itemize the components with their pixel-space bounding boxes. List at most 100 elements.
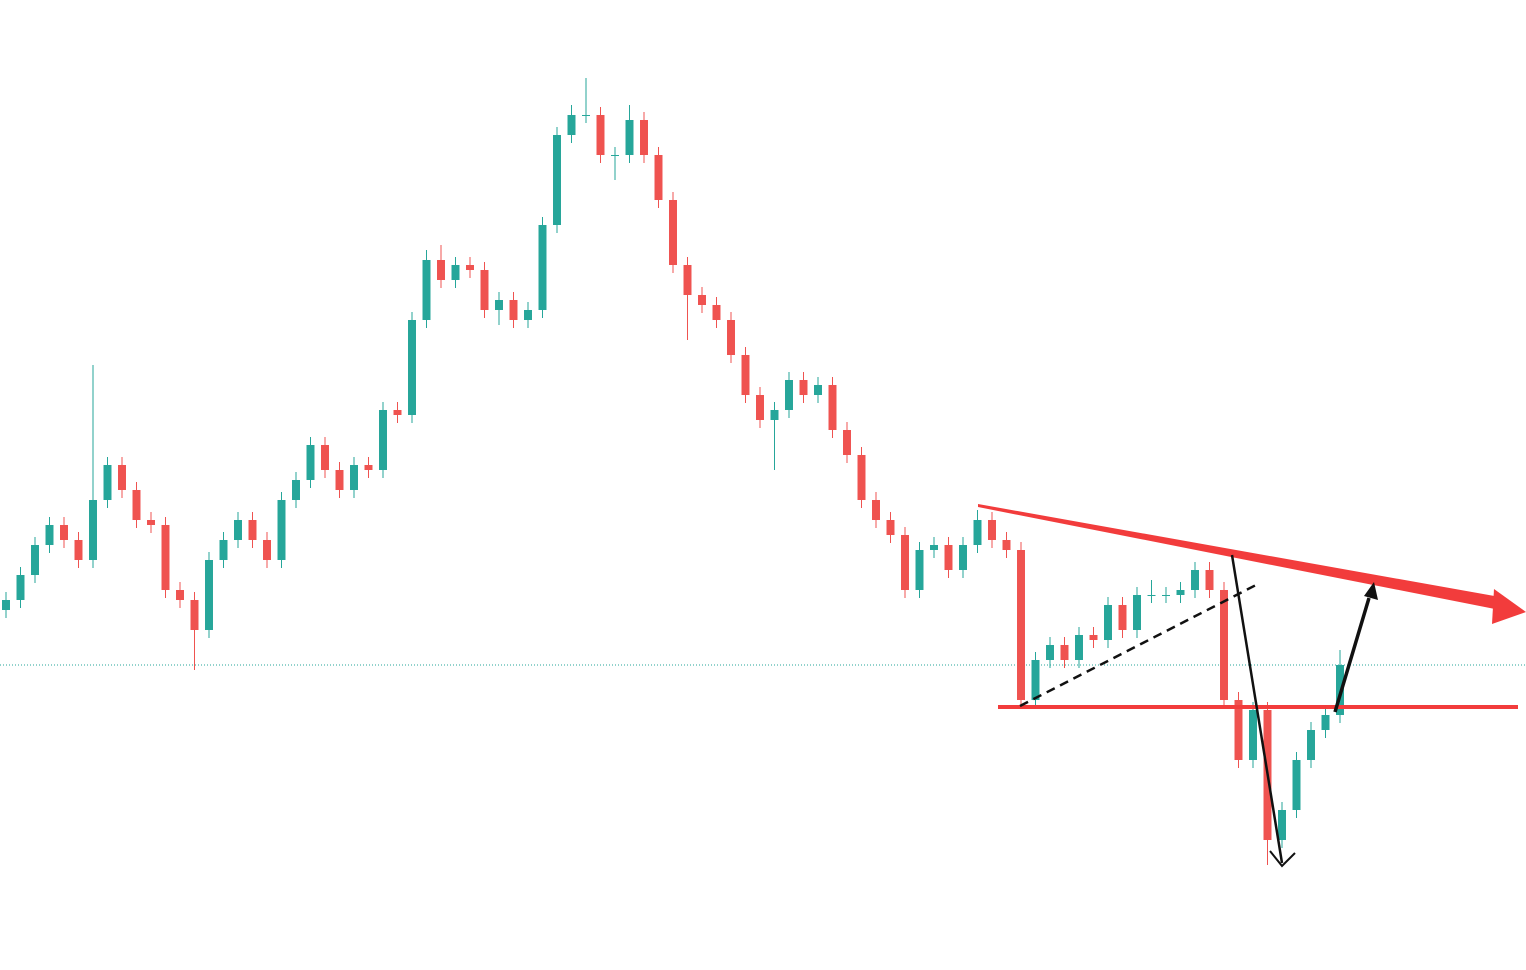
- candle-body: [1191, 570, 1199, 590]
- down-arrow-head: [1269, 850, 1296, 868]
- candle-body: [451, 265, 460, 280]
- candle-body: [1104, 605, 1112, 640]
- candle-body: [524, 310, 532, 320]
- candle-body: [930, 545, 938, 550]
- candle-body: [437, 260, 445, 280]
- candle-body: [292, 480, 300, 500]
- candle-body: [828, 385, 837, 430]
- candle-body: [350, 465, 358, 490]
- candle-body: [567, 115, 576, 135]
- candle-body: [698, 295, 706, 305]
- candle-body: [335, 470, 344, 490]
- candle-body: [147, 520, 155, 525]
- candle-body: [1249, 710, 1257, 760]
- candle-body: [538, 225, 547, 310]
- candle-body: [669, 200, 677, 265]
- candle-body: [509, 300, 518, 320]
- candle-body: [872, 500, 880, 520]
- candle-body: [1220, 590, 1228, 700]
- candle-body: [785, 380, 793, 410]
- trend-line: [978, 504, 1500, 610]
- annotations: [978, 504, 1526, 868]
- candle-body: [727, 320, 735, 355]
- candle-body: [1089, 635, 1098, 640]
- candle-body: [1046, 645, 1054, 660]
- candle-body: [1118, 605, 1127, 630]
- candle-body: [263, 540, 271, 560]
- candle-body: [379, 410, 387, 470]
- candle-body: [640, 120, 648, 155]
- candle-body: [234, 520, 242, 540]
- candle-body: [176, 590, 184, 600]
- candle-body: [1002, 540, 1011, 550]
- candle-body: [205, 560, 213, 630]
- candle-body: [843, 430, 851, 455]
- candle-body: [248, 520, 257, 540]
- candle-body: [1017, 550, 1025, 700]
- candle-body: [480, 270, 489, 310]
- candle-body: [2, 600, 10, 610]
- candle-body: [756, 395, 764, 420]
- candle-body: [1075, 635, 1083, 660]
- candle-body: [625, 120, 634, 155]
- candle-body: [901, 535, 909, 590]
- candle-body: [161, 525, 170, 590]
- candle-body: [466, 265, 474, 270]
- candle-body: [16, 575, 25, 600]
- candle-body: [1031, 660, 1040, 700]
- candle-body: [553, 135, 561, 225]
- candle-body: [915, 550, 924, 590]
- candle-body: [364, 465, 373, 470]
- candle-body: [654, 155, 663, 200]
- candle-body: [799, 380, 808, 395]
- candle-body: [321, 445, 329, 470]
- candle-body: [857, 455, 866, 500]
- candle-body: [741, 355, 750, 395]
- candle-body: [770, 410, 779, 420]
- candle-body: [611, 155, 619, 156]
- candle-body: [988, 520, 996, 540]
- candle-body: [712, 305, 721, 320]
- candle-body: [277, 500, 286, 560]
- down-arrow: [1230, 554, 1284, 864]
- candle-body: [408, 320, 416, 415]
- candle-body: [45, 525, 54, 545]
- candle-body: [1162, 595, 1170, 596]
- candle-body: [1307, 730, 1315, 760]
- candle-body: [31, 545, 39, 575]
- candle-body: [118, 465, 126, 490]
- candle-body: [582, 115, 590, 116]
- candle-body: [103, 465, 112, 500]
- candle-body: [1278, 810, 1286, 840]
- candle-body: [1205, 570, 1214, 590]
- candle-body: [422, 260, 431, 320]
- candle-body: [219, 540, 228, 560]
- candle-body: [1321, 715, 1330, 730]
- candle-body: [1234, 700, 1243, 760]
- up-arrow-head: [1364, 582, 1378, 600]
- candle-body: [814, 385, 822, 395]
- candle-body: [973, 520, 982, 545]
- trend-arrow-head: [1492, 589, 1526, 624]
- candle-body: [190, 600, 199, 630]
- candle-body: [1060, 645, 1069, 660]
- candle-body: [596, 115, 605, 155]
- candles: [2, 78, 1344, 865]
- candle-body: [944, 545, 953, 570]
- candle-body: [886, 520, 895, 535]
- candle-body: [60, 525, 68, 540]
- candle-body: [959, 545, 967, 570]
- candle-body: [495, 300, 503, 310]
- candle-body: [1133, 595, 1141, 630]
- up-arrow: [1333, 597, 1371, 713]
- candle-body: [683, 265, 692, 295]
- candle-body: [1292, 760, 1301, 810]
- candle-body: [1147, 595, 1156, 596]
- candle-body: [132, 490, 141, 520]
- candle-body: [74, 540, 83, 560]
- candle-body: [1176, 590, 1185, 595]
- candle-body: [89, 500, 97, 560]
